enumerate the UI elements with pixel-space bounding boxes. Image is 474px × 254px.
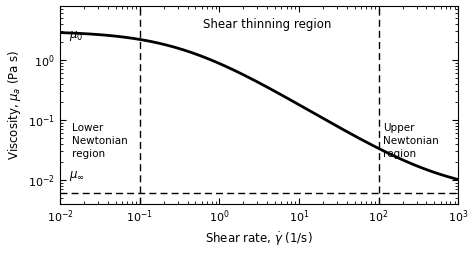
- Text: $\mu_\infty$: $\mu_\infty$: [69, 169, 85, 183]
- Text: Upper
Newtonian
region: Upper Newtonian region: [383, 123, 439, 159]
- X-axis label: Shear rate, $\dot{\gamma}$ (1/s): Shear rate, $\dot{\gamma}$ (1/s): [205, 231, 313, 248]
- Text: Lower
Newtonian
region: Lower Newtonian region: [72, 123, 128, 159]
- Text: $\mu_0$: $\mu_0$: [69, 29, 83, 43]
- Text: Shear thinning region: Shear thinning region: [203, 18, 331, 31]
- Y-axis label: Viscosity, $\mu_a$ (Pa s): Viscosity, $\mu_a$ (Pa s): [6, 50, 23, 160]
